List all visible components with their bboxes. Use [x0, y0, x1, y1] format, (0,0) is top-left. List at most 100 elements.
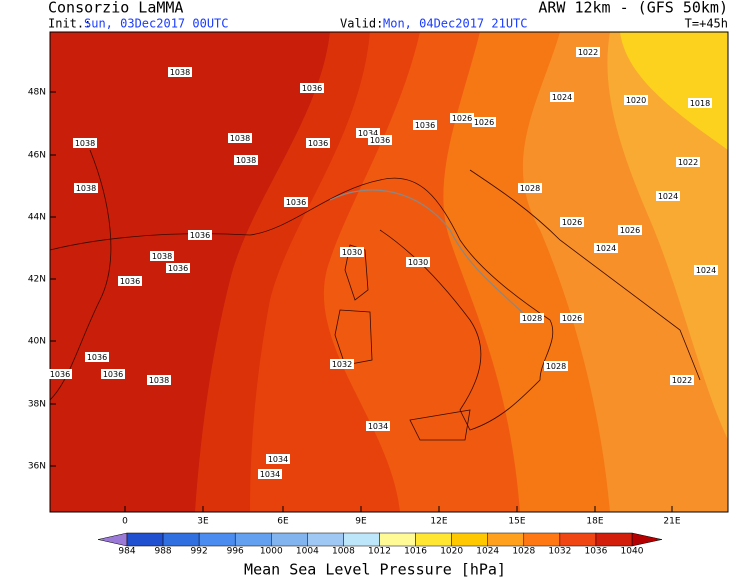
lon-label: 6E — [277, 517, 289, 527]
colorbar-label: 1000 — [260, 547, 283, 557]
isobar-label: 1026 — [620, 226, 640, 235]
isobar-label-box — [300, 83, 324, 93]
lon-label: 9E — [355, 517, 367, 527]
isobar-label-box — [284, 197, 308, 207]
isobar-label: 1030 — [342, 248, 362, 257]
colorbar-label: 1036 — [584, 547, 607, 557]
colorbar-bin — [162, 532, 200, 547]
isobar-label-box — [73, 138, 97, 148]
isobar-label: 1032 — [332, 360, 352, 369]
isobar-label: 1028 — [522, 314, 542, 323]
colorbar-label: 1040 — [621, 547, 644, 557]
colorbar-bin — [126, 532, 164, 547]
isobar-label: 1026 — [562, 218, 582, 227]
isobar-label: 1036 — [308, 139, 328, 148]
isobar-label-box — [228, 133, 252, 143]
isobar-label-box — [306, 138, 330, 148]
colorbar-label: 1004 — [296, 547, 319, 557]
title: Consorzio LaMMA — [48, 0, 183, 17]
isobar-label: 1038 — [149, 376, 169, 385]
isobar-label-box — [472, 117, 496, 127]
isobar-label: 1022 — [578, 48, 598, 57]
lat-label: 44N — [28, 213, 46, 223]
colorbar-bin — [379, 532, 416, 547]
isobar-label-box — [266, 454, 290, 464]
isobar-label-box — [656, 191, 680, 201]
isobar-label-box — [544, 361, 568, 371]
isobar-label-box — [101, 369, 125, 379]
lon-label: 3E — [197, 517, 209, 527]
isobar-label: 1036 — [415, 121, 435, 130]
isobar-label-box — [406, 257, 430, 267]
isobar-label-box — [85, 352, 109, 362]
isobar-label: 1036 — [302, 84, 322, 93]
valid-time: Mon, 04Dec2017 21UTC — [383, 17, 528, 31]
colorbar-bin — [559, 532, 597, 547]
borders — [329, 189, 531, 321]
isobar-label-box — [168, 67, 192, 77]
isobar-label-box — [450, 113, 474, 123]
colorbar-over — [631, 532, 663, 547]
isobar-label-box — [576, 47, 600, 57]
isobar-label: 1024 — [696, 266, 716, 275]
colorbar-label: 984 — [118, 547, 135, 557]
isobar-label-box — [560, 217, 584, 227]
isobar-label: 1036 — [168, 264, 188, 273]
colorbar-label: 1016 — [404, 547, 427, 557]
isobar-label: 1022 — [672, 376, 692, 385]
colorbar-bin — [595, 532, 633, 547]
isobar-label-box — [118, 276, 142, 286]
field-1022 — [607, 32, 728, 440]
isobar-label: 1036 — [120, 277, 140, 286]
isobar-label-box — [166, 263, 190, 273]
colorbar-label: 1032 — [548, 547, 571, 557]
isobar-label: 1034 — [358, 129, 378, 138]
isobar-label: 1034 — [260, 470, 280, 479]
isobar-label: 1038 — [230, 134, 250, 143]
isobar-label-box — [520, 313, 544, 323]
colorbar-bin — [487, 532, 525, 547]
colorbar-label: 996 — [227, 547, 244, 557]
isobar-label-box — [48, 369, 72, 379]
map-frame — [49, 31, 729, 513]
lon-label: 18E — [586, 517, 603, 527]
isobar-label-box — [413, 120, 437, 130]
legend-title: Mean Sea Level Pressure [hPa] — [244, 561, 506, 579]
isobar-label-box — [188, 230, 212, 240]
colorbar-under — [97, 532, 128, 547]
colorbar-bin — [271, 532, 308, 547]
isobar-label: 1038 — [76, 184, 96, 193]
isobar-label-box — [594, 243, 618, 253]
model: ARW 12km - (GFS 50km) — [538, 0, 728, 17]
lead-time: T=+45h — [685, 17, 728, 31]
isobar-label-box — [624, 95, 648, 105]
isobar-label-box — [670, 375, 694, 385]
isobar-label-box — [330, 359, 354, 369]
colorbar-bin — [523, 532, 561, 547]
colorbar-bin — [198, 532, 236, 547]
init-time: Sun, 03Dec2017 00UTC — [84, 17, 229, 31]
isobar-label-box — [258, 469, 282, 479]
colorbar-label: 1020 — [440, 547, 463, 557]
lon-label: 0 — [122, 517, 128, 527]
colorbar-label: 1024 — [476, 547, 499, 557]
isobar-label: 1038 — [170, 68, 190, 77]
isobar-label: 1036 — [190, 231, 210, 240]
colorbar-label: 1008 — [332, 547, 355, 557]
colorbar-label: 988 — [154, 547, 171, 557]
colorbar-bin — [415, 532, 452, 547]
isobar-label: 1036 — [103, 370, 123, 379]
isobar-label-box — [74, 183, 98, 193]
lat-label: 46N — [28, 151, 46, 161]
isobar-label: 1026 — [474, 118, 494, 127]
isobar-label-box — [694, 265, 718, 275]
isobar-label: 1030 — [408, 258, 428, 267]
isobar-label: 1026 — [452, 114, 472, 123]
isobar-label: 1034 — [368, 422, 388, 431]
lon-label: 15E — [508, 517, 525, 527]
isobar-label-box — [147, 375, 171, 385]
isobar-label: 1022 — [678, 158, 698, 167]
valid-label: Valid: — [340, 17, 383, 31]
isobar-label: 1020 — [626, 96, 646, 105]
